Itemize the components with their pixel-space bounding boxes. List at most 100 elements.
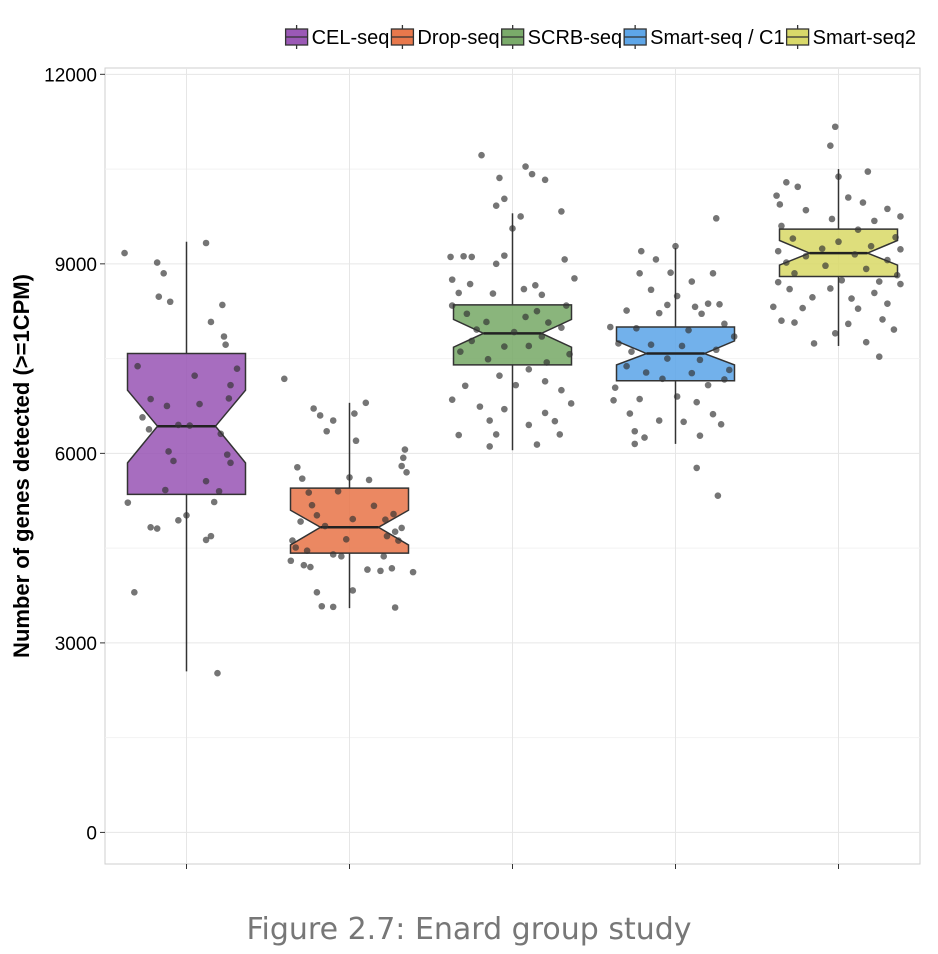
data-point bbox=[884, 205, 891, 213]
data-point bbox=[509, 225, 516, 232]
data-point bbox=[170, 457, 177, 465]
data-point bbox=[398, 524, 405, 532]
data-point bbox=[316, 412, 324, 419]
data-point bbox=[712, 346, 720, 354]
data-point bbox=[774, 278, 782, 286]
box-cel-seq bbox=[126, 241, 247, 672]
data-point bbox=[783, 259, 790, 266]
data-point bbox=[659, 375, 666, 383]
data-point bbox=[300, 561, 308, 569]
y-tick-label: 6000 bbox=[55, 444, 97, 465]
data-point bbox=[776, 201, 784, 208]
data-point bbox=[538, 291, 546, 299]
data-point bbox=[145, 426, 153, 433]
data-point bbox=[696, 432, 704, 439]
data-point bbox=[641, 434, 648, 441]
data-point bbox=[879, 316, 886, 323]
data-point bbox=[522, 163, 529, 170]
data-point bbox=[305, 489, 313, 496]
data-point bbox=[147, 395, 154, 403]
data-point bbox=[672, 242, 679, 250]
data-point bbox=[191, 372, 198, 379]
legend-item: Smart-seq / C1 bbox=[623, 25, 785, 49]
data-point bbox=[533, 441, 541, 448]
data-point bbox=[528, 170, 536, 178]
data-point bbox=[712, 215, 720, 222]
data-point bbox=[289, 537, 296, 544]
data-point bbox=[448, 302, 456, 309]
legend: CEL-seq Drop-seq SCRB-seq Smart-seq / C1 Sma… bbox=[284, 25, 916, 49]
data-point bbox=[329, 417, 337, 424]
data-point bbox=[448, 276, 456, 283]
data-point bbox=[673, 292, 681, 300]
data-point bbox=[809, 294, 816, 301]
data-point bbox=[709, 270, 717, 277]
data-point bbox=[802, 252, 810, 260]
data-point bbox=[717, 421, 725, 428]
data-point bbox=[486, 443, 493, 450]
data-point bbox=[789, 235, 797, 242]
data-point bbox=[403, 469, 410, 476]
data-point bbox=[227, 459, 234, 467]
data-point bbox=[297, 518, 304, 525]
data-point bbox=[334, 487, 342, 495]
data-point bbox=[225, 395, 233, 402]
data-point bbox=[844, 320, 852, 328]
data-point bbox=[398, 462, 405, 470]
legend-item: CEL-seq bbox=[284, 25, 390, 49]
data-point bbox=[383, 532, 391, 540]
data-point bbox=[292, 544, 300, 551]
data-point bbox=[525, 342, 533, 350]
data-point bbox=[461, 382, 469, 390]
data-point bbox=[214, 669, 221, 677]
data-point bbox=[478, 151, 485, 159]
data-point bbox=[468, 253, 476, 261]
legend-label: Smart-seq / C1 bbox=[650, 27, 784, 49]
data-point bbox=[460, 252, 467, 260]
data-point bbox=[380, 553, 388, 560]
data-point bbox=[220, 333, 228, 340]
figure-caption: Figure 2.7: Enard group study bbox=[246, 912, 692, 947]
data-point bbox=[281, 375, 288, 383]
data-point bbox=[308, 501, 316, 509]
data-point bbox=[730, 333, 738, 340]
data-point bbox=[786, 285, 793, 293]
data-point bbox=[313, 589, 321, 596]
data-point bbox=[207, 318, 215, 326]
data-point bbox=[818, 245, 826, 252]
data-point bbox=[636, 395, 643, 403]
data-point bbox=[217, 430, 225, 438]
data-point bbox=[155, 293, 163, 300]
data-point bbox=[773, 192, 780, 199]
data-point bbox=[121, 249, 128, 257]
data-point bbox=[571, 275, 578, 282]
boxes bbox=[126, 169, 899, 672]
data-point bbox=[890, 326, 898, 333]
data-point bbox=[483, 318, 490, 326]
data-point bbox=[714, 492, 722, 499]
data-point bbox=[558, 208, 565, 215]
data-point bbox=[210, 498, 218, 506]
legend-item: Smart-seq2 bbox=[785, 25, 916, 49]
data-point bbox=[294, 463, 301, 471]
data-point bbox=[709, 410, 717, 418]
data-point bbox=[522, 313, 529, 321]
legend-label: SCRB-seq bbox=[528, 27, 622, 49]
data-point bbox=[342, 535, 350, 543]
data-point bbox=[377, 567, 384, 575]
data-point bbox=[810, 340, 818, 347]
data-point bbox=[227, 381, 234, 389]
data-point bbox=[541, 378, 549, 385]
data-point bbox=[307, 563, 314, 571]
data-point bbox=[884, 300, 891, 307]
data-point bbox=[854, 226, 862, 234]
data-point bbox=[543, 359, 551, 366]
legend-item: Drop-seq bbox=[390, 25, 500, 49]
data-point bbox=[338, 553, 345, 560]
legend-label: CEL-seq bbox=[312, 27, 390, 49]
data-point bbox=[131, 589, 138, 596]
data-point bbox=[147, 523, 154, 531]
data-point bbox=[778, 317, 785, 324]
data-point bbox=[562, 302, 570, 309]
data-point bbox=[362, 399, 370, 407]
